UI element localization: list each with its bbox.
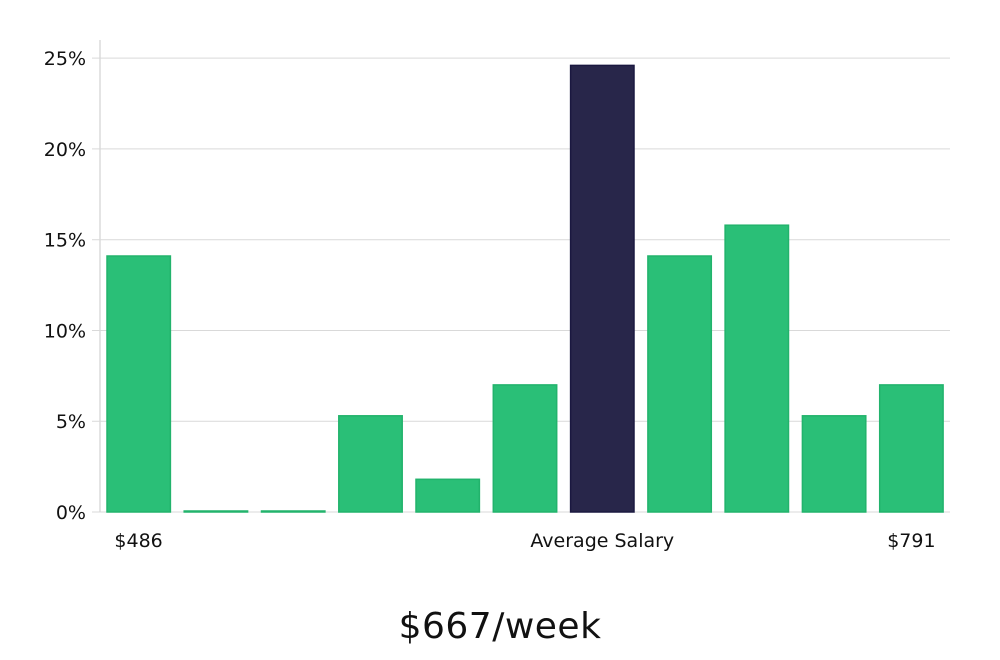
x-axis-label: $486 [114,530,162,552]
salary-per-week-label: $667/week [398,606,602,647]
bars [106,64,944,513]
bar [801,415,867,513]
y-tick-label: 15% [44,230,86,252]
bar [415,478,481,513]
y-tick-label: 20% [44,139,86,161]
x-axis-labels: $486 Average Salary $791 [114,530,935,552]
bar [647,255,713,513]
y-tick-label: 0% [56,502,86,524]
y-axis-ticks: 0% 5% 10% 15% 20% 25% [44,48,86,524]
bar [183,510,249,513]
x-axis-label: $791 [887,530,935,552]
y-tick-label: 25% [44,48,86,70]
bar [260,510,326,513]
y-tick-label: 10% [44,320,86,342]
bar [492,384,558,513]
y-tick-label: 5% [56,411,86,433]
x-axis-label: Average Salary [530,530,674,552]
bar-highlighted [569,64,635,513]
bar [878,384,944,513]
bar [106,255,172,513]
salary-histogram: 0% 5% 10% 15% 20% 25% $486 Average Salary $791 [44,40,950,552]
bar [724,224,790,513]
bar [338,415,403,513]
